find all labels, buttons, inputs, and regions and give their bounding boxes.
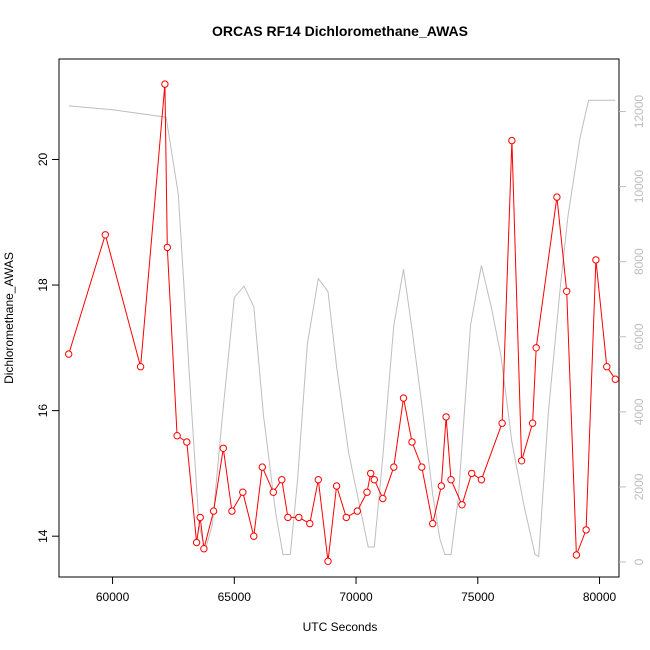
series-0-point-49: [582, 526, 590, 534]
series-0-point-9: [200, 545, 208, 553]
series-0-point-52: [611, 375, 619, 383]
series-0-point-47: [563, 287, 571, 295]
series-0-point-17: [278, 476, 286, 484]
series-0-point-13: [239, 488, 247, 496]
series-0-point-21: [314, 476, 322, 484]
x-tick-label: 65000: [218, 590, 252, 604]
series-0-point-37: [447, 476, 455, 484]
y-tick-label: 18: [36, 278, 50, 292]
series-0-point-11: [219, 444, 228, 452]
series-0-point-16: [269, 488, 277, 496]
series-0-point-19: [295, 513, 303, 522]
series-0-point-0: [65, 350, 73, 358]
y2-tick-label: 12000: [632, 95, 646, 129]
series-0-point-27: [367, 469, 375, 478]
series-0-point-46: [553, 193, 561, 201]
y-tick-label: 16: [36, 404, 50, 418]
y2-tick-label: 8000: [632, 248, 646, 275]
y2-tick-label: 0: [632, 558, 646, 565]
series-0-point-22: [324, 557, 332, 565]
series-0-point-29: [379, 494, 387, 503]
series-1-line: [68, 99, 616, 558]
series-0-point-39: [468, 469, 476, 478]
plot-area-frame: [58, 58, 620, 578]
series-0-point-25: [353, 507, 361, 515]
series-0-point-10: [209, 507, 218, 515]
series-0-point-36: [442, 413, 450, 421]
series-0-point-31: [399, 394, 408, 402]
series-0-point-3: [161, 80, 169, 88]
series-0-point-6: [183, 438, 191, 446]
y2-tick-label: 10000: [632, 170, 646, 204]
chart-title: ORCAS RF14 Dichloromethane_AWAS: [212, 23, 468, 39]
series-0-point-20: [306, 519, 314, 528]
series-0-point-30: [390, 463, 398, 471]
series-0-point-44: [528, 419, 537, 427]
series-0-line: [68, 84, 616, 562]
series-0-point-24: [342, 513, 350, 522]
y-tick-label: 14: [36, 529, 50, 543]
series-0-point-51: [603, 363, 611, 371]
series-0-point-28: [370, 476, 378, 484]
series-0-point-42: [508, 136, 516, 145]
series-0-point-48: [572, 551, 581, 559]
series-0-point-32: [408, 438, 416, 446]
x-axis: 60000 65000 70000 75000 80000: [96, 577, 617, 604]
series-0-point-8: [196, 513, 204, 522]
x-axis-label: UTC Seconds: [303, 620, 378, 634]
x-tick-label: 70000: [339, 590, 373, 604]
x-tick-label: 75000: [461, 590, 495, 604]
series-0-point-50: [592, 256, 600, 264]
series-0-point-38: [458, 501, 466, 509]
series-0-point-41: [498, 419, 506, 427]
series-0-point-15: [258, 463, 266, 471]
y2-tick-label: 4000: [632, 398, 646, 425]
series-0-point-2: [136, 363, 145, 371]
series-0-point-40: [477, 476, 486, 484]
series-0-point-14: [250, 532, 258, 540]
y-axis-label: Dichloromethane_AWAS: [2, 252, 16, 384]
y-axis-right: 0 2000 4000 6000 8000 10000 12000: [619, 95, 646, 565]
series-0-point-33: [418, 463, 426, 471]
series-0-point-43: [517, 457, 526, 465]
series-0-point-5: [173, 432, 181, 440]
series-0-point-34: [429, 519, 437, 528]
series-0-point-23: [332, 482, 341, 490]
series-0-point-1: [101, 231, 110, 239]
x-tick-label: 60000: [96, 590, 130, 604]
x-tick-label: 80000: [583, 590, 617, 604]
series-0-point-12: [228, 507, 236, 515]
y2-tick-label: 6000: [632, 323, 646, 350]
y-tick-label: 20: [36, 153, 50, 167]
y2-tick-label: 2000: [632, 473, 646, 500]
y-axis-left: 14 16 18 20: [36, 153, 59, 543]
series-0-point-7: [192, 538, 201, 547]
series-0-point-35: [437, 482, 445, 490]
series-layer: [65, 80, 619, 565]
series-0-point-26: [363, 488, 371, 496]
series-0-point-18: [284, 513, 292, 522]
series-0-point-4: [163, 243, 172, 252]
series-0-point-45: [532, 344, 540, 352]
